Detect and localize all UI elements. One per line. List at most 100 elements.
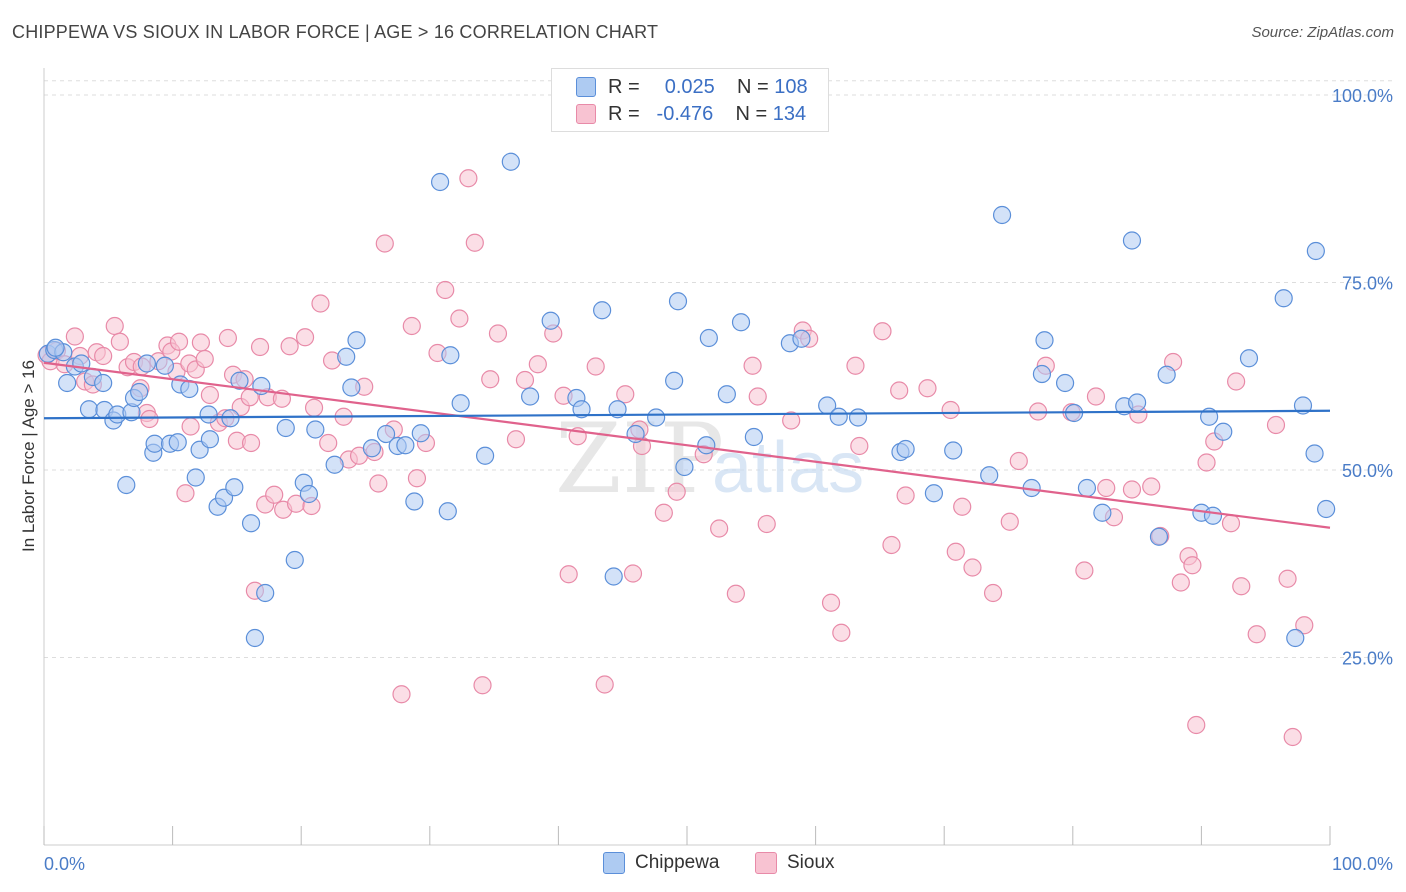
correlation-legend: R = 0.025 N = 108 R = -0.476 N = 134	[551, 68, 829, 132]
legend-swatch-chippewa	[576, 77, 596, 97]
legend-n-label: N =	[737, 75, 769, 98]
chippewa-point	[199, 405, 218, 424]
chippewa-point	[451, 394, 470, 413]
sioux-point	[832, 623, 851, 642]
sioux-point	[1000, 512, 1019, 531]
chippewa-point	[1306, 241, 1325, 261]
sioux-point	[528, 355, 547, 374]
chippewa-point	[411, 424, 430, 443]
chippewa-point	[79, 400, 99, 419]
legend-label-chippewa: Chippewa	[635, 852, 720, 873]
sioux-point	[265, 485, 284, 504]
sioux-point	[295, 328, 315, 347]
sioux-point	[200, 385, 219, 405]
sioux-point	[559, 565, 578, 584]
chippewa-point	[744, 427, 763, 447]
y-tick-label-75: 75.0%	[1342, 274, 1393, 294]
chippewa-point	[665, 371, 684, 390]
chippewa-point	[1317, 499, 1336, 519]
sioux-point	[1097, 478, 1116, 498]
chippewa-point	[299, 484, 319, 504]
sioux-point	[280, 337, 299, 356]
chippewa-point	[1077, 478, 1097, 498]
sioux-point	[515, 370, 535, 390]
chippewa-point	[325, 455, 344, 474]
legend-row-chippewa: R = 0.025 N = 108	[576, 75, 808, 99]
sioux-point	[94, 346, 113, 366]
chippewa-point	[225, 478, 244, 497]
sioux-point	[918, 379, 937, 398]
sioux-point	[896, 486, 915, 505]
sioux-point	[882, 535, 901, 555]
chippewa-point	[593, 301, 612, 320]
y-tick-label-50: 50.0%	[1342, 461, 1393, 481]
sioux-point	[726, 584, 745, 603]
sioux-point	[748, 387, 767, 406]
y-tick-label-25: 25.0%	[1342, 649, 1393, 669]
chippewa-point	[1093, 503, 1112, 522]
legend-swatch-chippewa	[603, 852, 625, 874]
x-tick-label-min: 0.0%	[44, 854, 85, 874]
chippewa-point	[1214, 422, 1233, 441]
legend-r-value-sioux: -0.476	[656, 102, 714, 125]
sioux-point	[140, 409, 159, 429]
chippewa-point	[1274, 289, 1293, 308]
chippewa-point	[362, 439, 382, 458]
chippewa-point	[117, 475, 136, 495]
chippewa-point	[306, 420, 325, 439]
legend-item-sioux[interactable]: Sioux	[755, 852, 835, 874]
chippewa-point	[992, 205, 1012, 225]
series-legend: Chippewa Sioux	[0, 852, 1406, 878]
chippewa-point	[717, 385, 736, 404]
legend-n-value-chippewa: 108	[774, 75, 808, 98]
sioux-point	[436, 280, 455, 300]
legend-n-value-sioux: 134	[772, 102, 807, 125]
y-axis-title: In Labor Force | Age > 16	[19, 360, 38, 552]
chippewa-point	[396, 436, 415, 455]
sioux-point	[1266, 415, 1286, 435]
y-tick-labels: 25.0% 50.0% 75.0% 100.0%	[1332, 86, 1393, 669]
chippewa-point	[405, 492, 424, 511]
sioux-point	[65, 327, 84, 346]
sioux-point	[506, 430, 526, 449]
sioux-point	[191, 333, 210, 352]
chippewa-point	[572, 400, 591, 419]
chippewa-point	[647, 408, 666, 427]
chart-title: CHIPPEWA VS SIOUX IN LABOR FORCE | AGE >…	[12, 22, 659, 42]
sioux-point	[710, 519, 729, 538]
sioux-point	[743, 356, 762, 375]
chippewa-point	[541, 311, 560, 330]
sioux-point	[465, 233, 484, 252]
chippewa-point	[58, 373, 77, 393]
legend-item-chippewa[interactable]: Chippewa	[603, 852, 720, 874]
chippewa-point	[731, 313, 751, 332]
sioux-point	[1295, 616, 1314, 635]
series-sioux	[37, 169, 1314, 747]
sioux-point	[1232, 577, 1251, 596]
chippewa-point	[256, 583, 275, 603]
sioux-point	[1086, 387, 1106, 406]
chippewa-point	[276, 418, 295, 438]
chippewa-point	[376, 424, 396, 444]
sioux-point	[1122, 480, 1142, 499]
legend-swatch-sioux	[755, 852, 777, 874]
chippewa-point	[168, 433, 187, 452]
sioux-point	[616, 385, 635, 404]
sioux-point	[1009, 451, 1028, 471]
trend-line-sioux	[43, 361, 1331, 529]
chippewa-point	[342, 378, 361, 397]
sioux-point	[873, 322, 892, 341]
sioux-point	[488, 324, 508, 343]
chippewa-point	[285, 550, 304, 570]
sioux-point	[757, 514, 776, 534]
source-label: Source: ZipAtlas.com	[1251, 24, 1394, 41]
chippewa-point	[230, 371, 249, 390]
chippewa-point	[1127, 393, 1147, 412]
series-chippewa	[38, 152, 1336, 648]
chippewa-point	[1157, 365, 1176, 384]
legend-row-sioux: R = -0.476 N = 134	[576, 102, 806, 126]
legend-swatch-sioux	[576, 104, 596, 124]
legend-n-label: N =	[735, 102, 768, 125]
legend-r-value-chippewa: 0.025	[664, 75, 715, 98]
